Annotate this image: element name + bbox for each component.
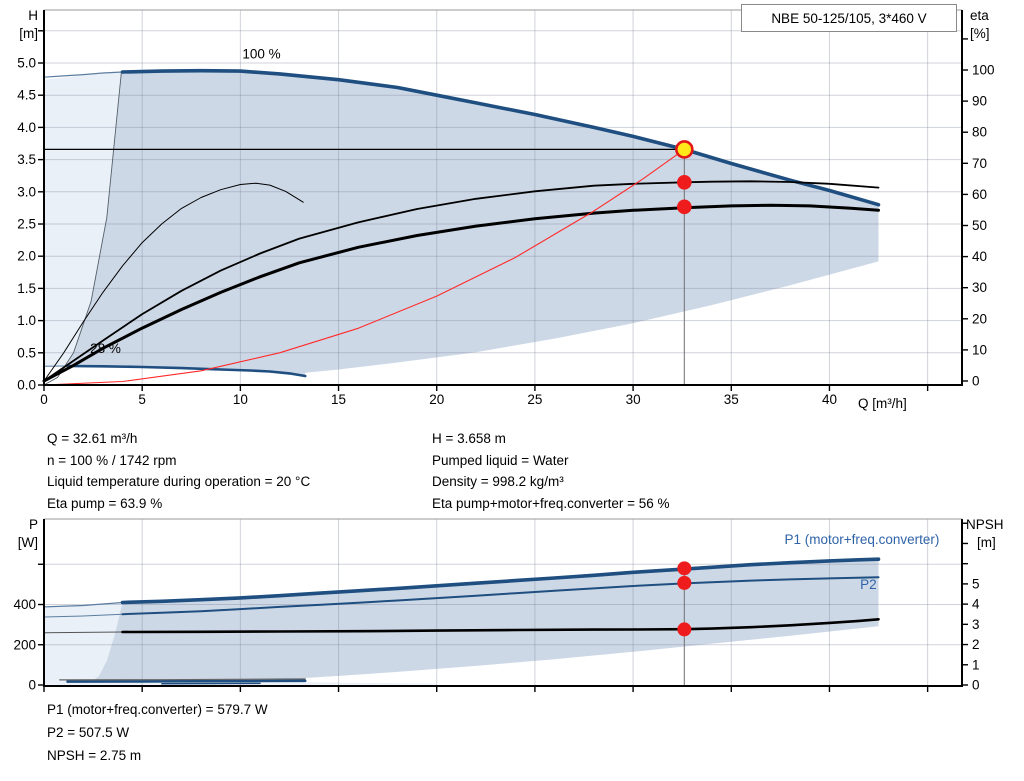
eta-axis-unit: [%]: [970, 26, 990, 41]
duty-info-right: H = 3.658 m Pumped liquid = Water Densit…: [432, 431, 670, 518]
x-tick-label: 35: [724, 392, 739, 407]
left-tick-label: 0: [28, 677, 36, 692]
p2-marker: [677, 575, 692, 590]
eta-pump-marker: [677, 174, 692, 190]
right-tick-label: 100: [972, 63, 995, 78]
plot-label: 100 %: [242, 46, 280, 61]
npsh-axis-title: NPSH: [966, 517, 1004, 532]
npsh-curve: [121, 617, 880, 634]
pump-title: NBE 50-125/105, 3*460 V: [771, 10, 927, 26]
h-curve-100pct-lead: [43, 71, 124, 78]
left-tick-label: 5.0: [17, 56, 36, 71]
npsh-min-curve: [59, 678, 306, 681]
left-tick-label: 1.0: [17, 313, 36, 328]
p1-min-curve: [66, 679, 307, 683]
eta-total-marker: [677, 199, 692, 215]
right-tick-label: 5: [972, 576, 980, 591]
x-tick-label: 0: [40, 392, 48, 407]
h-axis-title: H: [28, 8, 38, 23]
envelope-light: [44, 72, 122, 367]
info-h: H = 3.658 m: [432, 431, 506, 446]
h-curve-100pct: [120, 68, 881, 207]
left-tick-label: 3.5: [17, 152, 36, 167]
eta-axis-title: eta: [970, 8, 989, 23]
left-tick-label: 4.0: [17, 120, 36, 135]
right-tick-label: 90: [972, 94, 987, 109]
power-info: P1 (motor+freq.converter) = 579.7 W P2 =…: [47, 702, 268, 771]
eta-pump-curve: [43, 180, 880, 382]
x-tick-label: 25: [527, 392, 542, 407]
right-tick-label: 0: [972, 373, 980, 388]
left-tick-label: 200: [13, 637, 36, 652]
eta-total-curve: [42, 203, 880, 383]
right-tick-label: 10: [972, 342, 987, 357]
left-tick-label: 2.0: [17, 249, 36, 264]
x-tick-label: 20: [429, 392, 444, 407]
x-tick-label: 5: [138, 392, 146, 407]
npsh-curve-lead: [43, 631, 123, 634]
plot-label: 28 %: [90, 341, 121, 356]
p1-marker: [677, 561, 692, 576]
x-tick-label: 10: [233, 392, 248, 407]
right-tick-label: 3: [972, 617, 980, 632]
p1-curve: [120, 557, 881, 605]
left-tick-label: 2.5: [17, 217, 36, 232]
p2-curve: [121, 576, 880, 616]
power-chart: 0 200 400 0 1 2 3 4 5 P1 (motor+freq.converter) P2: [13, 518, 980, 692]
p-axis-title: P: [28, 517, 38, 532]
left-tick-label: 4.5: [17, 88, 36, 103]
right-tick-label: 70: [972, 156, 987, 171]
plot-label: P1 (motor+freq.converter): [784, 532, 939, 547]
left-tick-label: 3.0: [17, 184, 36, 199]
p-axis-unit: [W]: [17, 535, 38, 550]
right-tick-label: 80: [972, 125, 987, 140]
duty-info-left: Q = 32.61 m³/h n = 100 % / 1742 rpm Liqu…: [47, 431, 310, 518]
x-tick-label: 40: [822, 392, 837, 407]
info-p1: P1 (motor+freq.converter) = 579.7 W: [47, 702, 268, 717]
left-tick-label: 0.0: [17, 378, 36, 393]
power-dark: [91, 559, 879, 683]
h-curve-28pct: [66, 364, 307, 378]
npsh-axis-unit: [m]: [977, 535, 996, 550]
eta-28pct-curve: [43, 182, 304, 382]
duty-point-marker: [675, 140, 694, 159]
info-n: n = 100 % / 1742 rpm: [47, 452, 177, 468]
hq-chart: 0 5 10 15 20 25 30 35 40 0.0 0.5 1.0 1.5 2.0 2.5 3.0 3.5…: [17, 9, 995, 407]
x-tick-label: 15: [331, 392, 346, 407]
power-light-left: [44, 602, 123, 683]
h-axis-unit: [m]: [19, 26, 38, 41]
pump-title-box: NBE 50-125/105, 3*460 V: [741, 4, 957, 32]
right-tick-label: 20: [972, 311, 987, 326]
right-tick-label: 1: [972, 657, 980, 672]
info-density: Density = 998.2 kg/m³: [432, 474, 564, 490]
p1-curve-lead: [43, 601, 124, 608]
right-tick-label: 4: [972, 597, 980, 612]
right-tick-label: 0: [972, 677, 980, 692]
right-tick-label: 30: [972, 280, 987, 295]
left-tick-label: 1.5: [17, 281, 36, 296]
npsh-marker: [677, 622, 692, 637]
right-tick-label: 40: [972, 249, 987, 264]
info-npsh: NPSH = 2.75 m: [47, 747, 142, 763]
left-tick-label: 400: [13, 597, 36, 612]
plot-label: P2: [860, 577, 877, 592]
info-liquid: Pumped liquid = Water: [432, 452, 569, 468]
info-eta-pump: Eta pump = 63.9 %: [47, 496, 163, 512]
left-tick-label: 0.5: [17, 345, 36, 360]
right-tick-label: 50: [972, 218, 987, 233]
min-flow-boundary: [43, 71, 122, 386]
right-tick-label: 2: [972, 637, 980, 652]
q-axis-title: Q [m³/h]: [858, 396, 907, 411]
info-p2: P2 = 507.5 W: [47, 724, 130, 740]
right-tick-label: 60: [972, 187, 987, 202]
info-eta-total: Eta pump+motor+freq.converter = 56 %: [432, 496, 670, 512]
x-tick-label: 30: [626, 392, 641, 407]
system-curve: [43, 148, 685, 386]
p2-curve-lead: [43, 613, 123, 618]
info-q: Q = 32.61 m³/h: [47, 431, 138, 446]
info-temp: Liquid temperature during operation = 20…: [47, 474, 311, 490]
